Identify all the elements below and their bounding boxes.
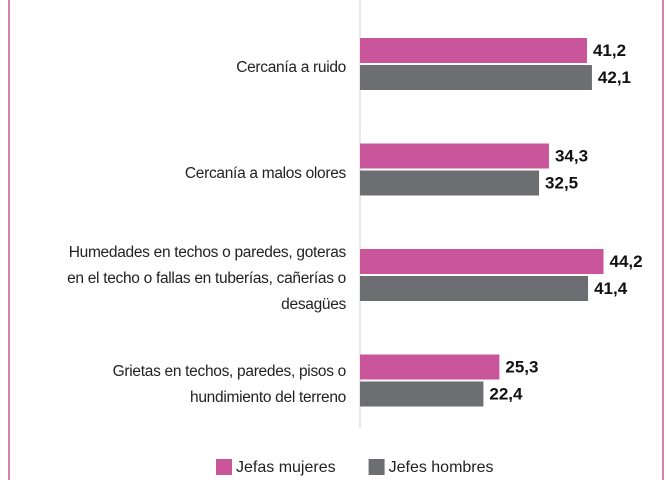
category-label: Cercanía a malos olores: [184, 164, 346, 182]
value-label: 41,2: [593, 41, 626, 60]
bar: [360, 276, 589, 301]
bar: [360, 65, 592, 90]
value-label: 44,2: [610, 252, 643, 271]
bar: [360, 249, 604, 274]
bar: [360, 143, 549, 169]
value-label: 34,3: [555, 146, 588, 165]
bar: [360, 381, 484, 407]
value-label: 41,4: [594, 279, 628, 298]
bar: [360, 170, 540, 196]
category-label: Cercanía a ruido: [236, 59, 346, 76]
value-label: 42,1: [598, 68, 631, 87]
legend-swatch: [216, 459, 232, 475]
bar: [360, 38, 587, 63]
value-label: 25,3: [505, 357, 538, 376]
value-label: 32,5: [545, 173, 578, 192]
category-label: Humedades en techos o paredes, goteras e…: [67, 244, 346, 313]
category-label: Grietas en techos, paredes, pisos o hund…: [112, 362, 347, 406]
legend-swatch: [368, 459, 385, 475]
legend-label: Jefes hombres: [389, 459, 494, 476]
legend-label: Jefas mujeres: [236, 459, 336, 476]
bar: [360, 354, 500, 380]
value-label: 22,4: [489, 384, 523, 403]
